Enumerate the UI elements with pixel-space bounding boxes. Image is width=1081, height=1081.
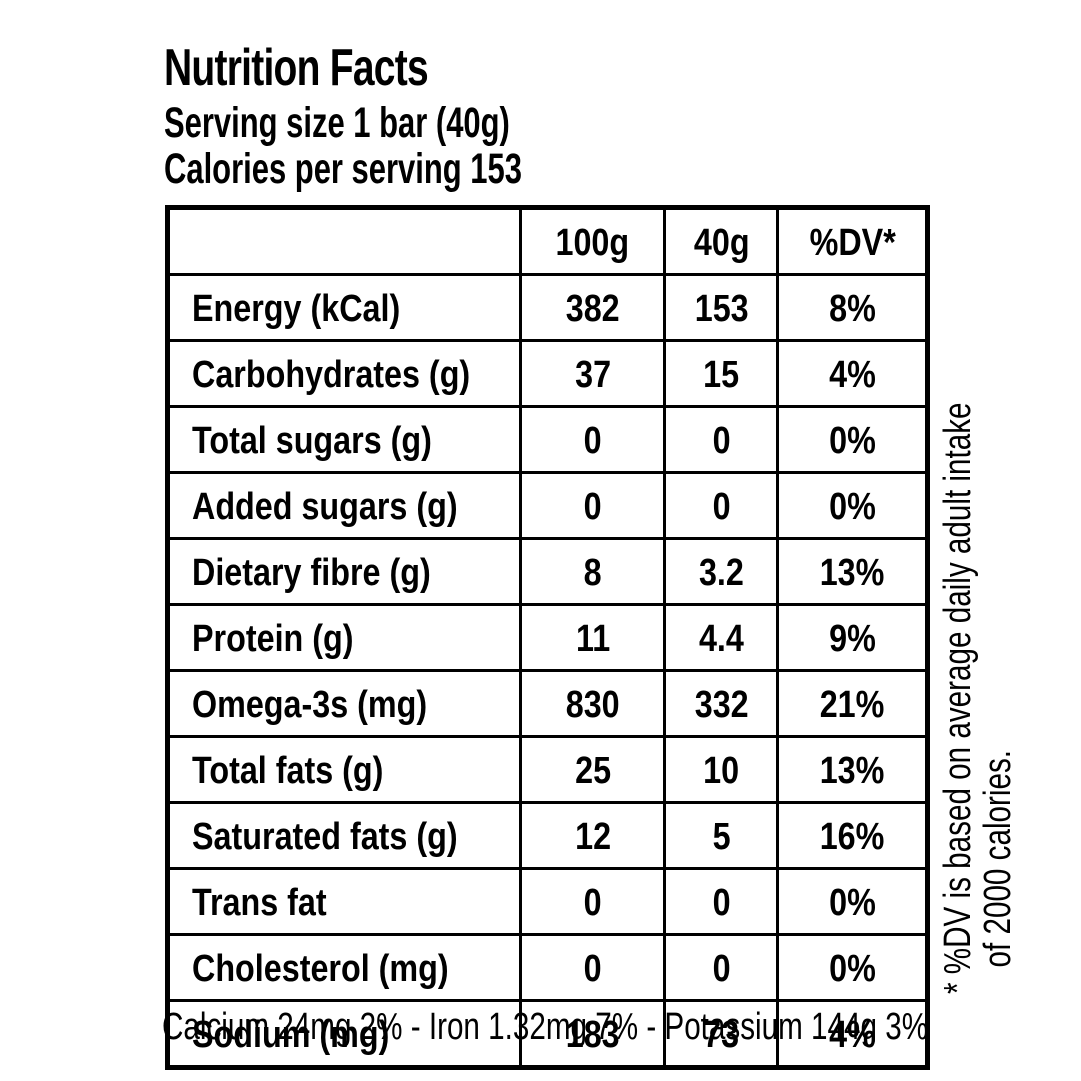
table-row: Cholesterol (mg) 0 0 0%: [165, 933, 930, 1002]
table-row: Energy (kCal) 382 153 8%: [165, 273, 930, 342]
minerals-text: Calcium 24mg 2% - Iron 1.32mg 7% - Potas…: [162, 1006, 929, 1048]
row-label: Added sugars (g): [165, 471, 523, 540]
value-dv: 13%: [776, 735, 930, 804]
page-title: Nutrition Facts: [164, 38, 516, 98]
value-40g: 0: [663, 471, 780, 540]
col-header-dv: %DV*: [776, 206, 930, 276]
value-dv: 4%: [776, 339, 930, 408]
value-100g: 0: [519, 471, 667, 540]
value-dv: 8%: [776, 273, 930, 342]
table-row: Dietary fibre (g) 8 3.2 13%: [165, 537, 930, 606]
calories-text: Calories per serving 153: [164, 145, 522, 193]
table-row: Omega-3s (mg) 830 332 21%: [165, 669, 930, 738]
value-dv: 16%: [776, 801, 930, 870]
row-label: Sodium (mg): [165, 999, 523, 1069]
row-label: Cholesterol (mg): [165, 933, 523, 1002]
nutrition-table: 100g 40g %DV* Energy (kCal) 382 153 8% C…: [165, 205, 931, 1070]
row-label: Omega-3s (mg): [165, 669, 523, 738]
value-dv: 0%: [776, 933, 930, 1002]
value-100g: 830: [519, 669, 667, 738]
value-40g: 73: [663, 999, 780, 1069]
table-header-row: 100g 40g %DV*: [165, 206, 930, 276]
value-100g: 11: [519, 603, 667, 672]
row-label: Trans fat: [165, 867, 523, 936]
page-title-text: Nutrition Facts: [164, 39, 429, 97]
value-40g: 3.2: [663, 537, 780, 606]
value-40g: 4.4: [663, 603, 780, 672]
value-100g: 0: [519, 867, 667, 936]
table-row: Added sugars (g) 0 0 0%: [165, 471, 930, 540]
value-40g: 0: [663, 933, 780, 1002]
row-label: Dietary fibre (g): [165, 537, 523, 606]
dv-footnote-line2: of 2000 calories.: [977, 749, 1019, 968]
value-100g: 0: [519, 933, 667, 1002]
table-row: Trans fat 0 0 0%: [165, 867, 930, 936]
value-100g: 0: [519, 405, 667, 474]
calories-line: Calories per serving 153: [164, 145, 661, 194]
value-dv: 0%: [776, 867, 930, 936]
value-100g: 37: [519, 339, 667, 408]
dv-footnote-line1: * %DV is based on average daily adult in…: [937, 402, 979, 994]
value-dv: 13%: [776, 537, 930, 606]
value-100g: 382: [519, 273, 667, 342]
value-dv: 0%: [776, 471, 930, 540]
row-label: Energy (kCal): [165, 273, 523, 342]
row-label: Carbohydrates (g): [165, 339, 523, 408]
table-row: Total fats (g) 25 10 13%: [165, 735, 930, 804]
value-dv: 4%: [776, 999, 930, 1069]
table-row: Sodium (mg) 183 73 4%: [165, 999, 930, 1069]
value-100g: 183: [519, 999, 667, 1069]
row-label: Total sugars (g): [165, 405, 523, 474]
value-40g: 0: [663, 867, 780, 936]
col-header-100g: 100g: [519, 206, 667, 276]
serving-size-line: Serving size 1 bar (40g): [164, 99, 644, 148]
value-40g: 10: [663, 735, 780, 804]
value-dv: 0%: [776, 405, 930, 474]
table-row: Carbohydrates (g) 37 15 4%: [165, 339, 930, 408]
value-100g: 25: [519, 735, 667, 804]
value-40g: 153: [663, 273, 780, 342]
table-row: Saturated fats (g) 12 5 16%: [165, 801, 930, 870]
value-40g: 0: [663, 405, 780, 474]
dv-footnote-vertical: * %DV is based on average daily adult in…: [937, 402, 1019, 994]
value-40g: 15: [663, 339, 780, 408]
value-dv: 9%: [776, 603, 930, 672]
row-label: Saturated fats (g): [165, 801, 523, 870]
col-header-40g: 40g: [663, 206, 780, 276]
col-header-blank: [165, 206, 523, 276]
row-label: Protein (g): [165, 603, 523, 672]
serving-size-text: Serving size 1 bar (40g): [164, 99, 510, 147]
value-dv: 21%: [776, 669, 930, 738]
row-label: Total fats (g): [165, 735, 523, 804]
value-100g: 12: [519, 801, 667, 870]
value-100g: 8: [519, 537, 667, 606]
minerals-footnote: Calcium 24mg 2% - Iron 1.32mg 7% - Potas…: [162, 1006, 928, 1049]
table-row: Total sugars (g) 0 0 0%: [165, 405, 930, 474]
table-row: Protein (g) 11 4.4 9%: [165, 603, 930, 672]
value-40g: 332: [663, 669, 780, 738]
value-40g: 5: [663, 801, 780, 870]
